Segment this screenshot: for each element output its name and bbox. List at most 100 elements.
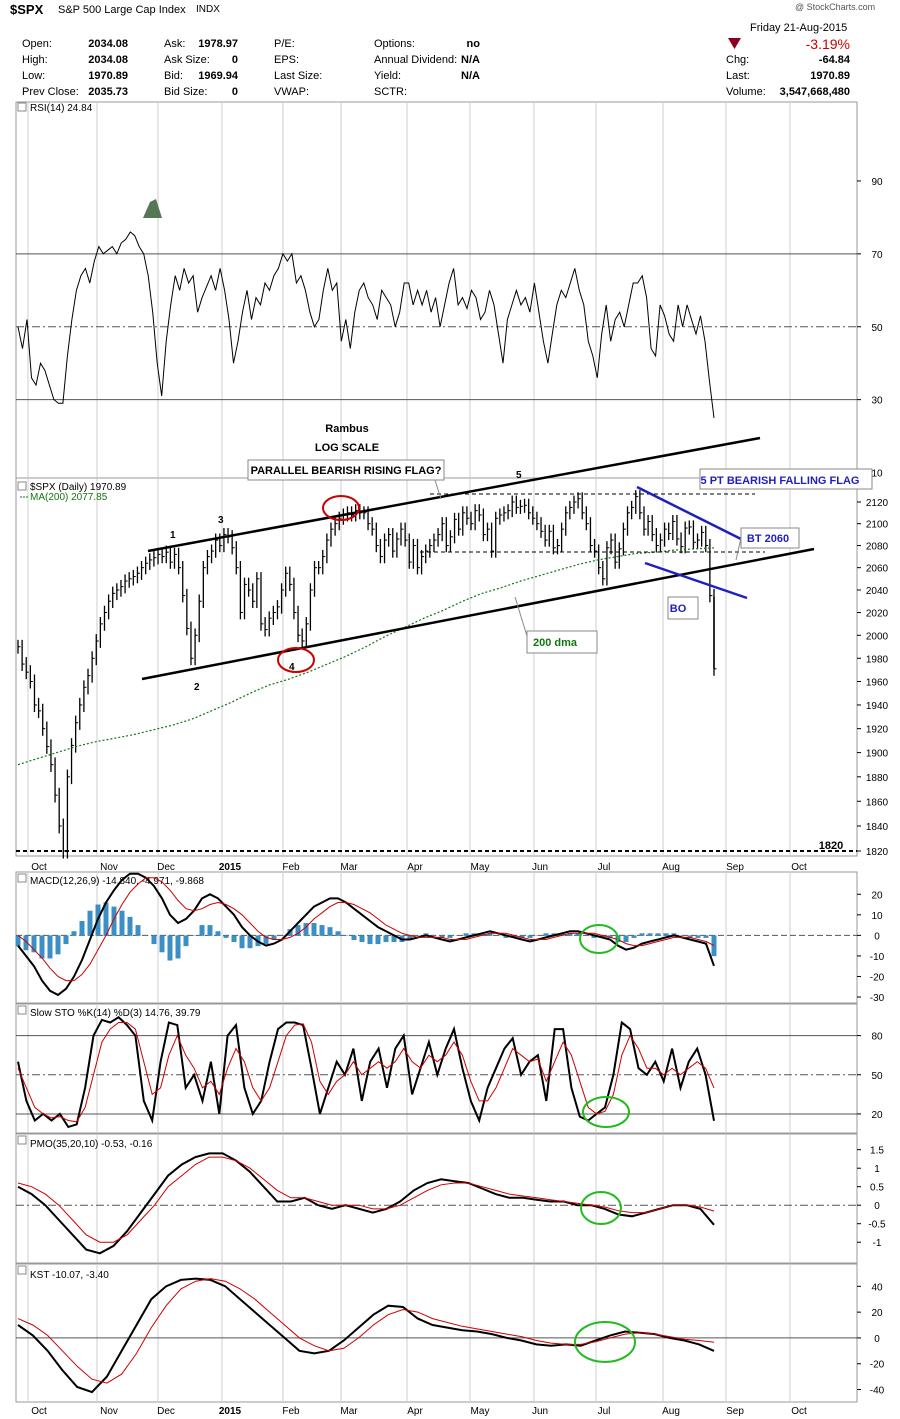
macd-histogram-bar bbox=[239, 935, 245, 949]
field-value: 1970.89 bbox=[88, 70, 128, 82]
macd-histogram-bar bbox=[679, 935, 685, 936]
macd-histogram-bar bbox=[391, 935, 397, 943]
y-tick-label: -30 bbox=[870, 993, 885, 1004]
field-label: P/E: bbox=[274, 38, 295, 50]
macd-histogram-bar bbox=[151, 935, 157, 945]
x-tick-label: Oct bbox=[31, 862, 47, 873]
macd-histogram-bar bbox=[343, 935, 349, 936]
annotation-box bbox=[526, 630, 598, 654]
green-circle-highlight bbox=[579, 924, 619, 954]
macd-histogram-bar bbox=[215, 931, 221, 936]
kst-signal-line bbox=[17, 1278, 715, 1384]
y-tick-label: 1 bbox=[874, 1164, 880, 1175]
pmo-main-line bbox=[17, 1152, 715, 1255]
index-name: S&P 500 Large Cap Index bbox=[58, 4, 186, 16]
macd-histogram-bar bbox=[191, 935, 197, 936]
y-tick-label: 1940 bbox=[866, 701, 889, 712]
macd-main-line bbox=[17, 872, 715, 997]
kst-main-line bbox=[17, 1277, 715, 1394]
macd-histogram-bar bbox=[223, 935, 229, 938]
macd-histogram-bar bbox=[407, 935, 413, 940]
macd-histogram-bar bbox=[575, 933, 581, 936]
field-value: N/A bbox=[461, 70, 480, 82]
kst-title: KST -10.07, -3.40 bbox=[30, 1270, 109, 1281]
symbol: $SPX bbox=[10, 2, 44, 17]
x-tick-label: Oct bbox=[791, 862, 807, 873]
field-label: SCTR: bbox=[374, 86, 407, 98]
field-label: Prev Close: bbox=[22, 86, 79, 98]
macd-histogram-bar bbox=[711, 935, 717, 957]
macd-histogram-bar bbox=[87, 910, 93, 936]
macd-histogram-bar bbox=[207, 925, 213, 936]
macd-histogram-bar bbox=[271, 935, 277, 940]
ma-legend-label: MA(200) 2077.85 bbox=[30, 492, 108, 503]
x-tick-label: Mar bbox=[340, 1406, 358, 1417]
macd-histogram-bar bbox=[495, 935, 501, 936]
annotation-text: LOG SCALE bbox=[315, 442, 379, 454]
y-tick-label: 1980 bbox=[866, 654, 889, 665]
y-tick-label: 50 bbox=[871, 323, 883, 334]
falling-flag-upper bbox=[636, 485, 746, 543]
annotation-pointer bbox=[735, 537, 742, 561]
macd-histogram-bar bbox=[647, 933, 653, 936]
field-label: Bid: bbox=[164, 70, 183, 82]
y-tick-label: 20 bbox=[871, 890, 883, 901]
x-tick-label: May bbox=[471, 1406, 490, 1417]
y-tick-label: 2100 bbox=[866, 520, 889, 531]
x-tick-label: Jul bbox=[598, 1406, 611, 1417]
macd-histogram-bar bbox=[479, 933, 485, 936]
field-label: High: bbox=[22, 54, 48, 66]
field-label: Options: bbox=[374, 38, 415, 50]
macd-histogram-bar bbox=[559, 933, 565, 936]
macd-histogram-bar bbox=[519, 935, 525, 938]
field-value: 1978.97 bbox=[198, 38, 238, 50]
field-label: Yield: bbox=[374, 70, 402, 82]
watermark: @ StockCharts.com bbox=[795, 2, 876, 12]
macd-histogram-bar bbox=[535, 935, 541, 936]
macd-histogram-bar bbox=[415, 935, 421, 936]
macd-histogram-bar bbox=[39, 935, 45, 959]
falling-flag-lower bbox=[644, 561, 748, 600]
y-tick-label: 0 bbox=[874, 931, 880, 942]
annotation-text: 200 dma bbox=[533, 637, 578, 649]
y-tick-label: 70 bbox=[871, 250, 883, 261]
pivot-label: 5 bbox=[516, 470, 522, 481]
x-tick-label: Dec bbox=[157, 862, 175, 873]
collapse-icon bbox=[17, 873, 27, 883]
annotation-text: Rambus bbox=[325, 423, 368, 435]
macd-histogram-bar bbox=[23, 935, 29, 951]
macd-histogram-bar bbox=[79, 920, 85, 936]
macd-histogram-bar bbox=[639, 933, 645, 936]
macd-histogram-bar bbox=[375, 935, 381, 945]
macd-title: MACD(12,26,9) -14.840, -4.971, -9.868 bbox=[30, 876, 204, 887]
pmo-title: PMO(35,20,10) -0.53, -0.16 bbox=[30, 1139, 153, 1150]
x-tick-label: May bbox=[471, 862, 490, 873]
quote-header: $SPX S&P 500 Large Cap Index INDX @ Stoc… bbox=[0, 0, 900, 102]
macd-histogram-bar bbox=[311, 923, 317, 936]
x-tick-label: Oct bbox=[31, 1406, 47, 1417]
macd-histogram-bar bbox=[487, 933, 493, 936]
y-tick-label: 1840 bbox=[866, 822, 889, 833]
sto-main-line bbox=[17, 1016, 715, 1129]
field-label: Volume: bbox=[726, 86, 766, 98]
macd-histogram-bar bbox=[607, 935, 613, 938]
pivot-label: 4 bbox=[289, 662, 295, 673]
macd-histogram-bar bbox=[543, 933, 549, 936]
macd-histogram-bar bbox=[655, 933, 661, 936]
down-triangle-icon bbox=[728, 38, 741, 49]
annotation-text: 1820 bbox=[819, 840, 843, 852]
macd-histogram-bar bbox=[703, 935, 709, 938]
field-value: 2034.08 bbox=[88, 38, 128, 50]
macd-histogram-bar bbox=[431, 935, 437, 936]
x-tick-label: Apr bbox=[407, 862, 423, 873]
collapse-icon bbox=[17, 481, 27, 491]
macd-histogram-bar bbox=[263, 935, 269, 945]
macd-histogram-bar bbox=[439, 935, 445, 938]
collapse-icon bbox=[17, 1005, 27, 1015]
x-tick-label: 2015 bbox=[219, 862, 242, 873]
panel-frame bbox=[15, 1133, 858, 1264]
field-value: 1969.94 bbox=[198, 70, 238, 82]
macd-histogram-bar bbox=[135, 925, 141, 936]
macd-histogram-bar bbox=[159, 935, 165, 953]
